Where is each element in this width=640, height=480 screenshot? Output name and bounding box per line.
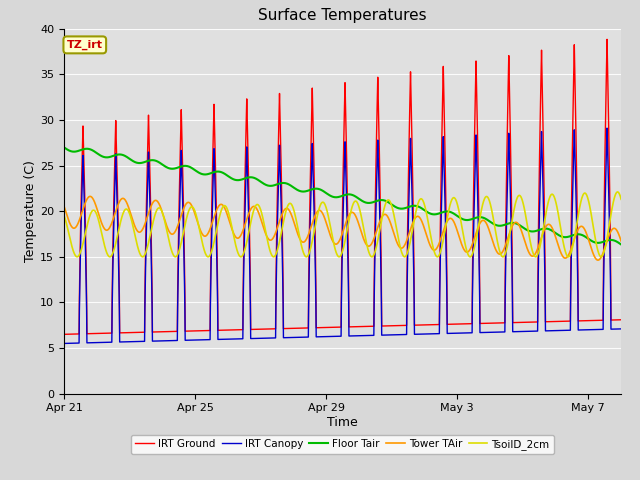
Tower TAir bbox=[60, 203, 68, 209]
IRT Ground bbox=[342, 109, 349, 115]
Line: IRT Ground: IRT Ground bbox=[64, 39, 621, 335]
IRT Ground bbox=[101, 330, 109, 336]
Line: TsoilD_2cm: TsoilD_2cm bbox=[64, 192, 621, 257]
Floor Tair bbox=[190, 167, 198, 172]
Tower TAir bbox=[86, 193, 94, 199]
Tower TAir bbox=[102, 227, 109, 233]
IRT Canopy bbox=[101, 339, 109, 345]
Tower TAir bbox=[594, 257, 602, 263]
Floor Tair bbox=[342, 192, 349, 198]
Tower TAir bbox=[147, 204, 155, 210]
Floor Tair bbox=[147, 157, 154, 163]
TsoilD_2cm bbox=[102, 247, 109, 252]
Tower TAir bbox=[190, 208, 198, 214]
Floor Tair bbox=[60, 144, 68, 150]
IRT Canopy bbox=[342, 162, 349, 168]
TsoilD_2cm bbox=[618, 196, 625, 202]
Line: IRT Canopy: IRT Canopy bbox=[64, 128, 621, 344]
Tower TAir bbox=[177, 214, 185, 219]
IRT Ground bbox=[60, 332, 68, 337]
Title: Surface Temperatures: Surface Temperatures bbox=[258, 9, 427, 24]
TsoilD_2cm bbox=[251, 205, 259, 211]
Floor Tair bbox=[101, 155, 109, 160]
IRT Canopy bbox=[250, 336, 258, 341]
Floor Tair bbox=[618, 241, 625, 247]
IRT Canopy bbox=[60, 341, 68, 347]
IRT Canopy bbox=[177, 170, 184, 176]
Text: TZ_irt: TZ_irt bbox=[67, 40, 103, 50]
TsoilD_2cm bbox=[147, 229, 155, 235]
IRT Ground bbox=[147, 195, 154, 201]
IRT Ground bbox=[250, 326, 258, 332]
IRT Ground bbox=[177, 133, 184, 139]
IRT Canopy bbox=[147, 222, 154, 228]
TsoilD_2cm bbox=[190, 206, 198, 212]
IRT Canopy bbox=[604, 125, 611, 131]
IRT Ground bbox=[618, 317, 625, 323]
IRT Ground bbox=[604, 36, 611, 42]
Tower TAir bbox=[342, 219, 350, 225]
TsoilD_2cm bbox=[177, 241, 185, 247]
Tower TAir bbox=[618, 238, 625, 244]
Floor Tair bbox=[250, 175, 258, 181]
Tower TAir bbox=[251, 204, 259, 209]
Y-axis label: Temperature (C): Temperature (C) bbox=[24, 160, 37, 262]
Floor Tair bbox=[177, 164, 184, 169]
IRT Canopy bbox=[618, 326, 625, 332]
Line: Tower TAir: Tower TAir bbox=[64, 196, 621, 260]
TsoilD_2cm bbox=[342, 233, 350, 239]
TsoilD_2cm bbox=[60, 213, 68, 218]
IRT Ground bbox=[190, 328, 198, 334]
Line: Floor Tair: Floor Tair bbox=[64, 147, 621, 244]
X-axis label: Time: Time bbox=[327, 416, 358, 429]
Legend: IRT Ground, IRT Canopy, Floor Tair, Tower TAir, TsoilD_2cm: IRT Ground, IRT Canopy, Floor Tair, Towe… bbox=[131, 435, 554, 454]
IRT Canopy bbox=[190, 337, 198, 343]
TsoilD_2cm bbox=[73, 254, 81, 260]
TsoilD_2cm bbox=[614, 189, 621, 195]
